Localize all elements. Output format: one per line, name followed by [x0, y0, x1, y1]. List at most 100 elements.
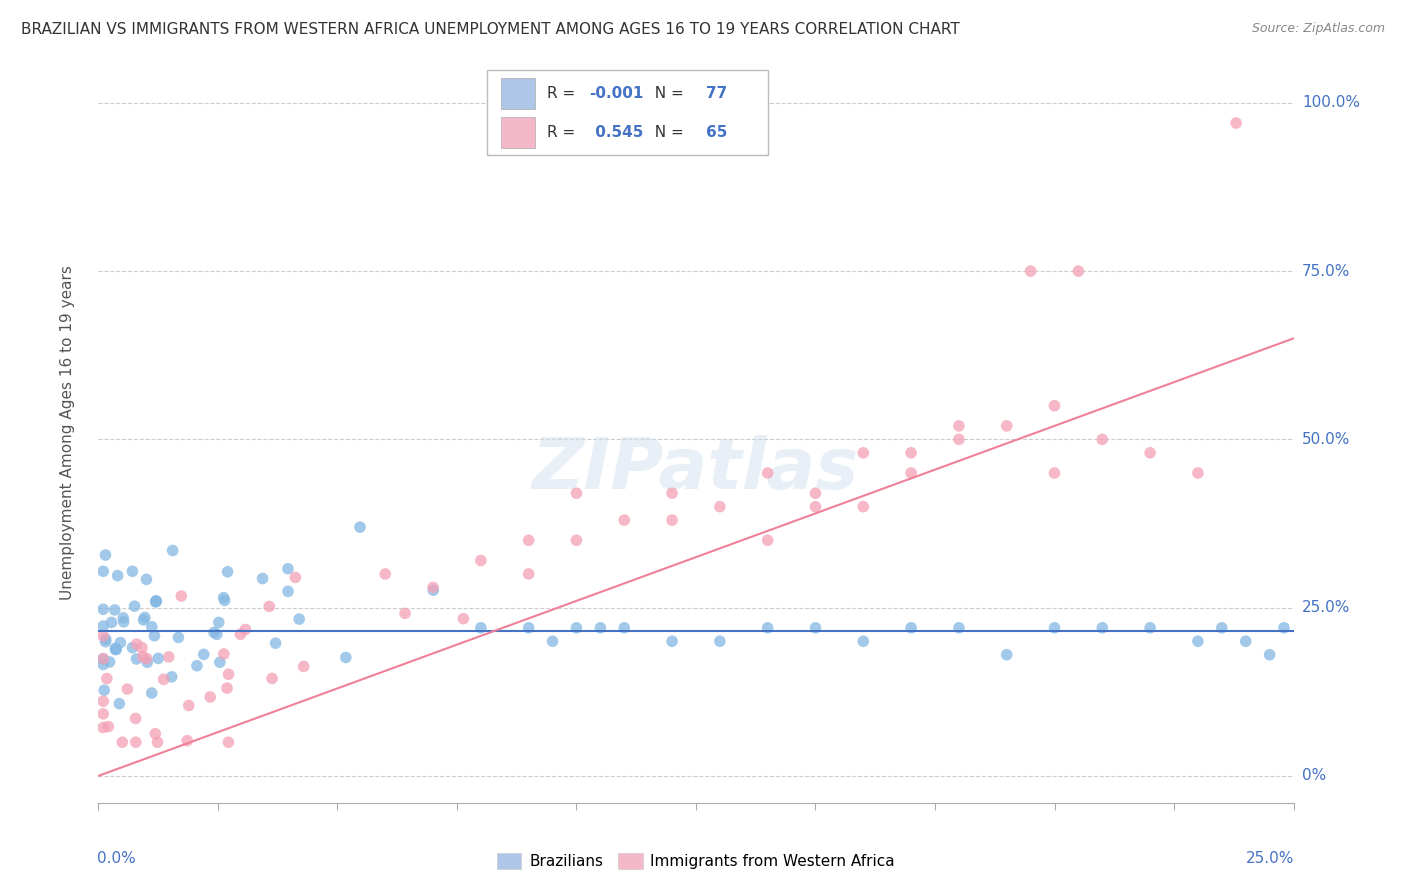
FancyBboxPatch shape [501, 78, 534, 109]
Point [394, 607, 416, 621]
Point [98, 655, 121, 669]
Point [948, 433, 970, 447]
FancyBboxPatch shape [486, 70, 768, 155]
Text: 0%: 0% [1302, 768, 1326, 783]
Point [97, 720, 120, 734]
Point [1139, 446, 1161, 460]
Point [91, 619, 114, 633]
Point [613, 621, 636, 635]
Point [756, 533, 779, 548]
Text: 65: 65 [706, 126, 727, 140]
Point [176, 733, 198, 747]
Text: 77: 77 [706, 87, 727, 101]
Point [1067, 264, 1090, 278]
Point [852, 500, 875, 514]
Legend: Brazilians, Immigrants from Western Africa: Brazilians, Immigrants from Western Afri… [496, 853, 896, 869]
Point [132, 613, 155, 627]
FancyBboxPatch shape [501, 118, 534, 148]
Point [96, 672, 118, 686]
Point [565, 621, 588, 635]
Point [235, 623, 257, 637]
Point [131, 640, 153, 655]
Text: 100.0%: 100.0% [1302, 95, 1360, 111]
Point [565, 533, 588, 548]
Point [177, 698, 200, 713]
Point [124, 599, 146, 614]
Point [94, 632, 117, 647]
Point [565, 486, 588, 500]
Point [374, 566, 396, 581]
Point [1139, 621, 1161, 635]
Point [202, 625, 225, 640]
Point [136, 655, 159, 669]
Point [995, 418, 1018, 433]
Point [218, 667, 240, 681]
Point [229, 627, 252, 641]
Point [756, 621, 779, 635]
Point [91, 694, 114, 708]
Point [1225, 116, 1247, 130]
Point [1043, 621, 1066, 635]
Text: BRAZILIAN VS IMMIGRANTS FROM WESTERN AFRICA UNEMPLOYMENT AMONG AGES 16 TO 19 YEA: BRAZILIAN VS IMMIGRANTS FROM WESTERN AFR… [21, 22, 960, 37]
Point [756, 466, 779, 480]
Point [121, 564, 143, 578]
Point [470, 553, 492, 567]
Point [217, 735, 239, 749]
Point [804, 486, 827, 500]
Point [1091, 621, 1114, 635]
Point [1187, 634, 1209, 648]
Point [900, 466, 922, 480]
Point [91, 652, 114, 666]
Point [1187, 466, 1209, 480]
Text: R =: R = [547, 126, 579, 140]
Point [135, 573, 157, 587]
Point [112, 611, 135, 625]
Point [1091, 433, 1114, 447]
Point [208, 615, 231, 630]
Point [104, 603, 127, 617]
Point [125, 735, 148, 749]
Point [143, 727, 166, 741]
Point [91, 602, 114, 616]
Point [948, 418, 970, 433]
Point [349, 520, 371, 534]
Point [157, 649, 180, 664]
Point [112, 615, 135, 629]
Point [91, 706, 114, 721]
Point [661, 634, 683, 648]
Point [215, 681, 238, 695]
Point [284, 570, 307, 584]
Point [121, 640, 143, 655]
Point [277, 584, 299, 599]
Point [124, 711, 146, 725]
Point [132, 649, 155, 664]
Text: 0.0%: 0.0% [97, 851, 136, 866]
Point [134, 610, 156, 624]
Point [264, 636, 287, 650]
Point [100, 615, 122, 630]
Point [277, 562, 299, 576]
Point [517, 533, 540, 548]
Point [217, 565, 239, 579]
Point [208, 655, 231, 669]
Text: 0.545: 0.545 [589, 126, 643, 140]
Point [453, 612, 475, 626]
Text: ZIPatlas: ZIPatlas [533, 435, 859, 504]
Point [900, 446, 922, 460]
Point [205, 627, 228, 641]
Point [995, 648, 1018, 662]
Text: N =: N = [644, 126, 688, 140]
Point [288, 612, 311, 626]
Point [1043, 466, 1066, 480]
Point [162, 543, 184, 558]
Y-axis label: Unemployment Among Ages 16 to 19 years: Unemployment Among Ages 16 to 19 years [60, 265, 75, 600]
Point [1019, 264, 1042, 278]
Point [517, 621, 540, 635]
Point [91, 721, 114, 735]
Point [108, 697, 131, 711]
Point [212, 647, 235, 661]
Point [1211, 621, 1233, 635]
Point [200, 690, 222, 704]
Point [145, 594, 167, 608]
Point [145, 595, 167, 609]
